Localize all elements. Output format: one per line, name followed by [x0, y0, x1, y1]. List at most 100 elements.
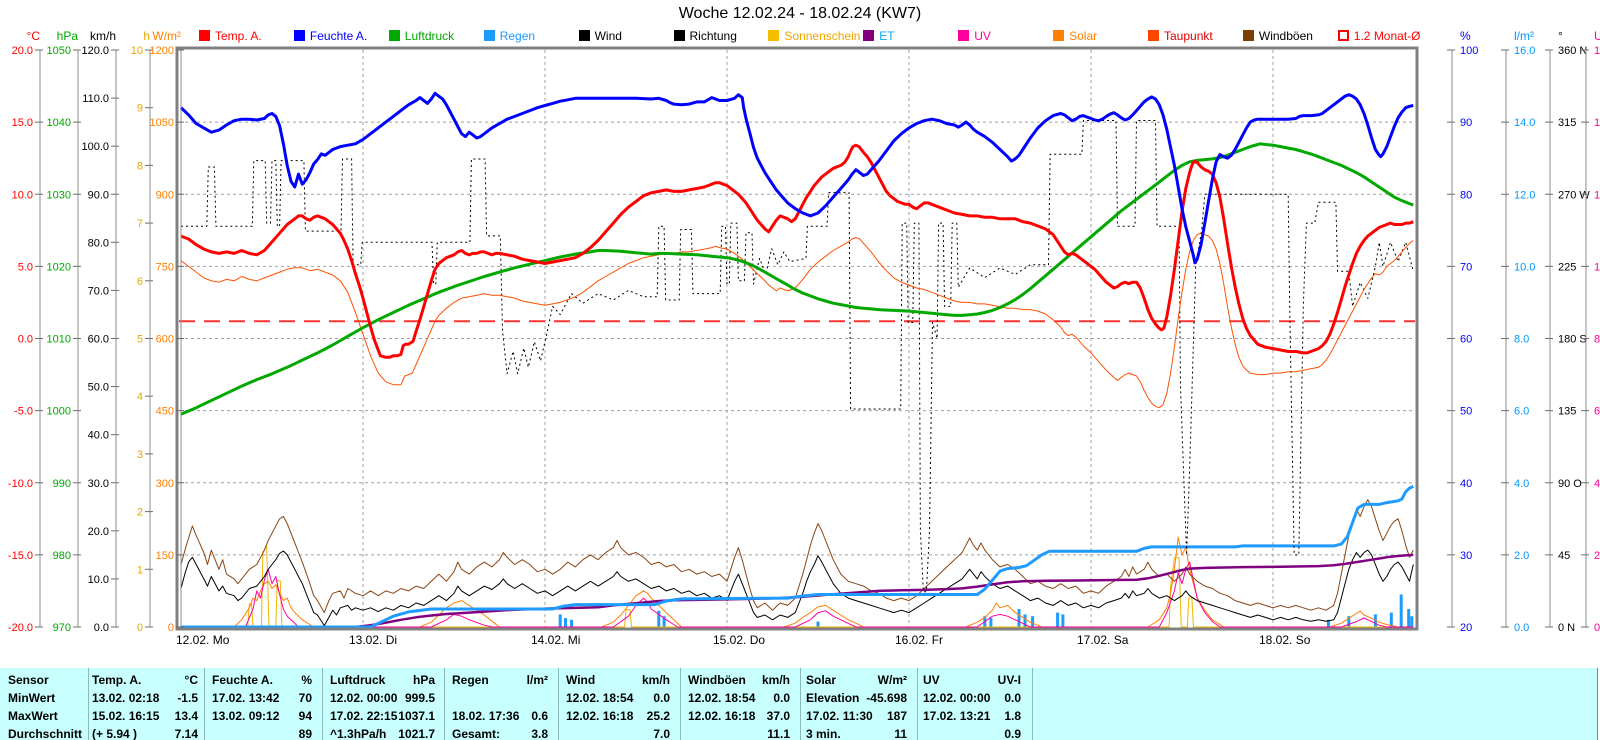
legend-label: Solar [1069, 29, 1098, 43]
row-label: MaxWert [8, 707, 86, 725]
rain-bar [989, 618, 993, 627]
axis-tick-label: 0 [137, 622, 143, 634]
table-separator [680, 668, 681, 740]
axis-tick-label: 6.0 [1514, 406, 1529, 418]
axis-tick-label: 40.0 [88, 430, 109, 442]
axis-tick-label: 980 [53, 550, 71, 562]
axis-tick-label: 1050 [150, 117, 174, 129]
axis-tick-label: 1000 [47, 406, 71, 418]
max-cell-text: 17.02. 22:15 [330, 709, 398, 723]
legend-label: Luftdruck [404, 29, 455, 43]
axis-unit-label: % [1460, 29, 1471, 43]
table-separator [322, 668, 323, 740]
col-header-text: UV [923, 673, 940, 687]
row-label-text: Durchschnitt [8, 727, 83, 740]
max-cell: 17.02. 22:15 1037.1 [330, 707, 435, 725]
axis-tick-label: 0.0 [94, 622, 109, 634]
legend-item-feuchte: Feuchte A. [293, 29, 367, 43]
rain-bar [657, 610, 661, 627]
legend-swatch-et-icon [863, 30, 875, 41]
col-header: Wind km/h [566, 671, 670, 689]
series-uv-line [181, 561, 1414, 628]
x-axis-day-label: 13.02. Di [349, 633, 397, 647]
rain-bar [1017, 609, 1021, 627]
axis-tick-label: 5 [137, 334, 143, 346]
max-cell-text: 17.02. 11:30 [806, 709, 873, 723]
col-header: Luftdruck hPa [330, 671, 435, 689]
min-cell: 12.02. 00:00 999.5 [330, 689, 435, 707]
axis-tick-label: 7 [137, 218, 143, 230]
avg-cell-value: 3.8 [531, 727, 548, 740]
legend-item-et: ET [863, 29, 895, 43]
max-cell-value: 187 [886, 709, 907, 723]
axis-tick-label: 8.0 [1514, 334, 1529, 346]
min-cell: 12.02. 18:54 0.0 [688, 689, 790, 707]
axis-tick-label: 2.0 [1514, 550, 1529, 562]
rain-bar [1347, 616, 1351, 627]
table-separator [558, 668, 559, 740]
max-cell-value: 0.6 [531, 709, 548, 723]
axis-tick-label: 135 [1558, 406, 1576, 418]
axis-tick-label: 1 [137, 564, 143, 576]
series-temp-line [180, 143, 1414, 359]
avg-cell-text: Gesamt: [452, 727, 501, 740]
axis-tick-label: 40 [1460, 478, 1472, 490]
max-cell-value: 13.4 [174, 709, 198, 723]
col-header-value: l/m² [526, 673, 548, 687]
table-separator [204, 668, 205, 740]
max-cell: 15.02. 16:15 13.4 [92, 707, 198, 725]
axis-tick-label: 100.0 [81, 141, 109, 153]
axis-unit-label: UV-I [1594, 29, 1600, 43]
avg-cell: ^1.3hPa/h 1021.7 [330, 725, 435, 740]
x-axis-day-label: 12.02. Mo [176, 633, 230, 647]
min-cell: 17.02. 13:42 70 [212, 689, 312, 707]
x-axis-day-label: 16.02. Fr [895, 633, 943, 647]
max-cell: 13.02. 09:12 94 [212, 707, 312, 725]
axis-tick-label: 990 [53, 478, 71, 490]
avg-cell: 89 [212, 725, 312, 740]
axis-tick-label: 4.0 [1594, 478, 1600, 490]
legend-label: Temp. A. [215, 29, 262, 43]
max-cell-text: 18.02. 17:36 [452, 709, 520, 723]
min-cell: 12.02. 18:54 0.0 [566, 689, 670, 707]
axis-tick-label: 4.0 [1514, 478, 1529, 490]
avg-cell-text: ^1.3hPa/h [330, 727, 387, 740]
axis-tick-label: 16.0 [1594, 45, 1600, 57]
avg-cell-value: 0.9 [1004, 727, 1021, 740]
min-cell-value: 0.0 [1004, 691, 1021, 705]
col-header-text: Windböen [688, 673, 746, 687]
series-solar-line [181, 536, 1414, 628]
legend-swatch-sonnenschein-icon [768, 30, 780, 41]
min-cell-text: 17.02. 13:42 [212, 691, 280, 705]
x-axis-day-label: 18.02. So [1259, 633, 1311, 647]
x-axis-day-label: 15.02. Do [713, 633, 765, 647]
min-cell-text: 12.02. 18:54 [566, 691, 634, 705]
max-cell: 17.02. 11:30 187 [806, 707, 907, 725]
legend-swatch-monat-icon [1337, 30, 1349, 41]
axis-tick-label: 30.0 [88, 478, 109, 490]
rain-bar [816, 621, 820, 627]
max-cell-text: 17.02. 13:21 [923, 709, 991, 723]
axis-tick-label: 225 [1558, 261, 1576, 273]
axis-tick-label: 90 O [1558, 478, 1582, 490]
max-cell-value: 25.2 [646, 709, 670, 723]
axis-tick-label: 16.0 [1514, 45, 1535, 57]
axis-unit-label: ° [1558, 29, 1563, 43]
avg-cell-value: 7.14 [174, 727, 198, 740]
min-cell-text: Elevation [806, 691, 860, 705]
table-separator [800, 668, 801, 740]
legend-swatch-taupunkt-icon [1148, 30, 1159, 41]
min-cell-text: 12.02. 00:00 [330, 691, 398, 705]
axis-tick-label: 10.0 [12, 189, 33, 201]
table-separator [88, 668, 89, 740]
legend-swatch-richtung-icon [673, 30, 685, 41]
legend-item-richtung: Richtung [673, 29, 737, 43]
legend-swatch-feuchte-icon [293, 30, 305, 41]
rain-bar [564, 618, 567, 627]
weather-chart: 20.015.010.05.00.0-5.0-10.0-15.0-20.0°C1… [8, 29, 1600, 647]
axis-tick-label: 180 S [1558, 334, 1587, 346]
axis-tick-label: 300 [156, 478, 174, 490]
col-header-value: hPa [412, 673, 435, 687]
max-cell-text: 13.02. 09:12 [212, 709, 280, 723]
